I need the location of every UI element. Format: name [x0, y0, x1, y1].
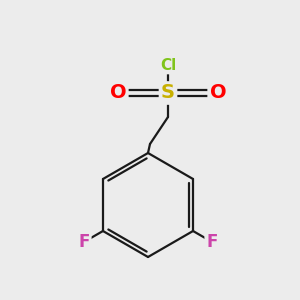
Text: Cl: Cl [160, 58, 176, 73]
Text: F: F [78, 233, 90, 251]
Text: O: O [210, 83, 226, 103]
Text: F: F [206, 233, 218, 251]
Text: O: O [110, 83, 126, 103]
Text: S: S [161, 83, 175, 103]
